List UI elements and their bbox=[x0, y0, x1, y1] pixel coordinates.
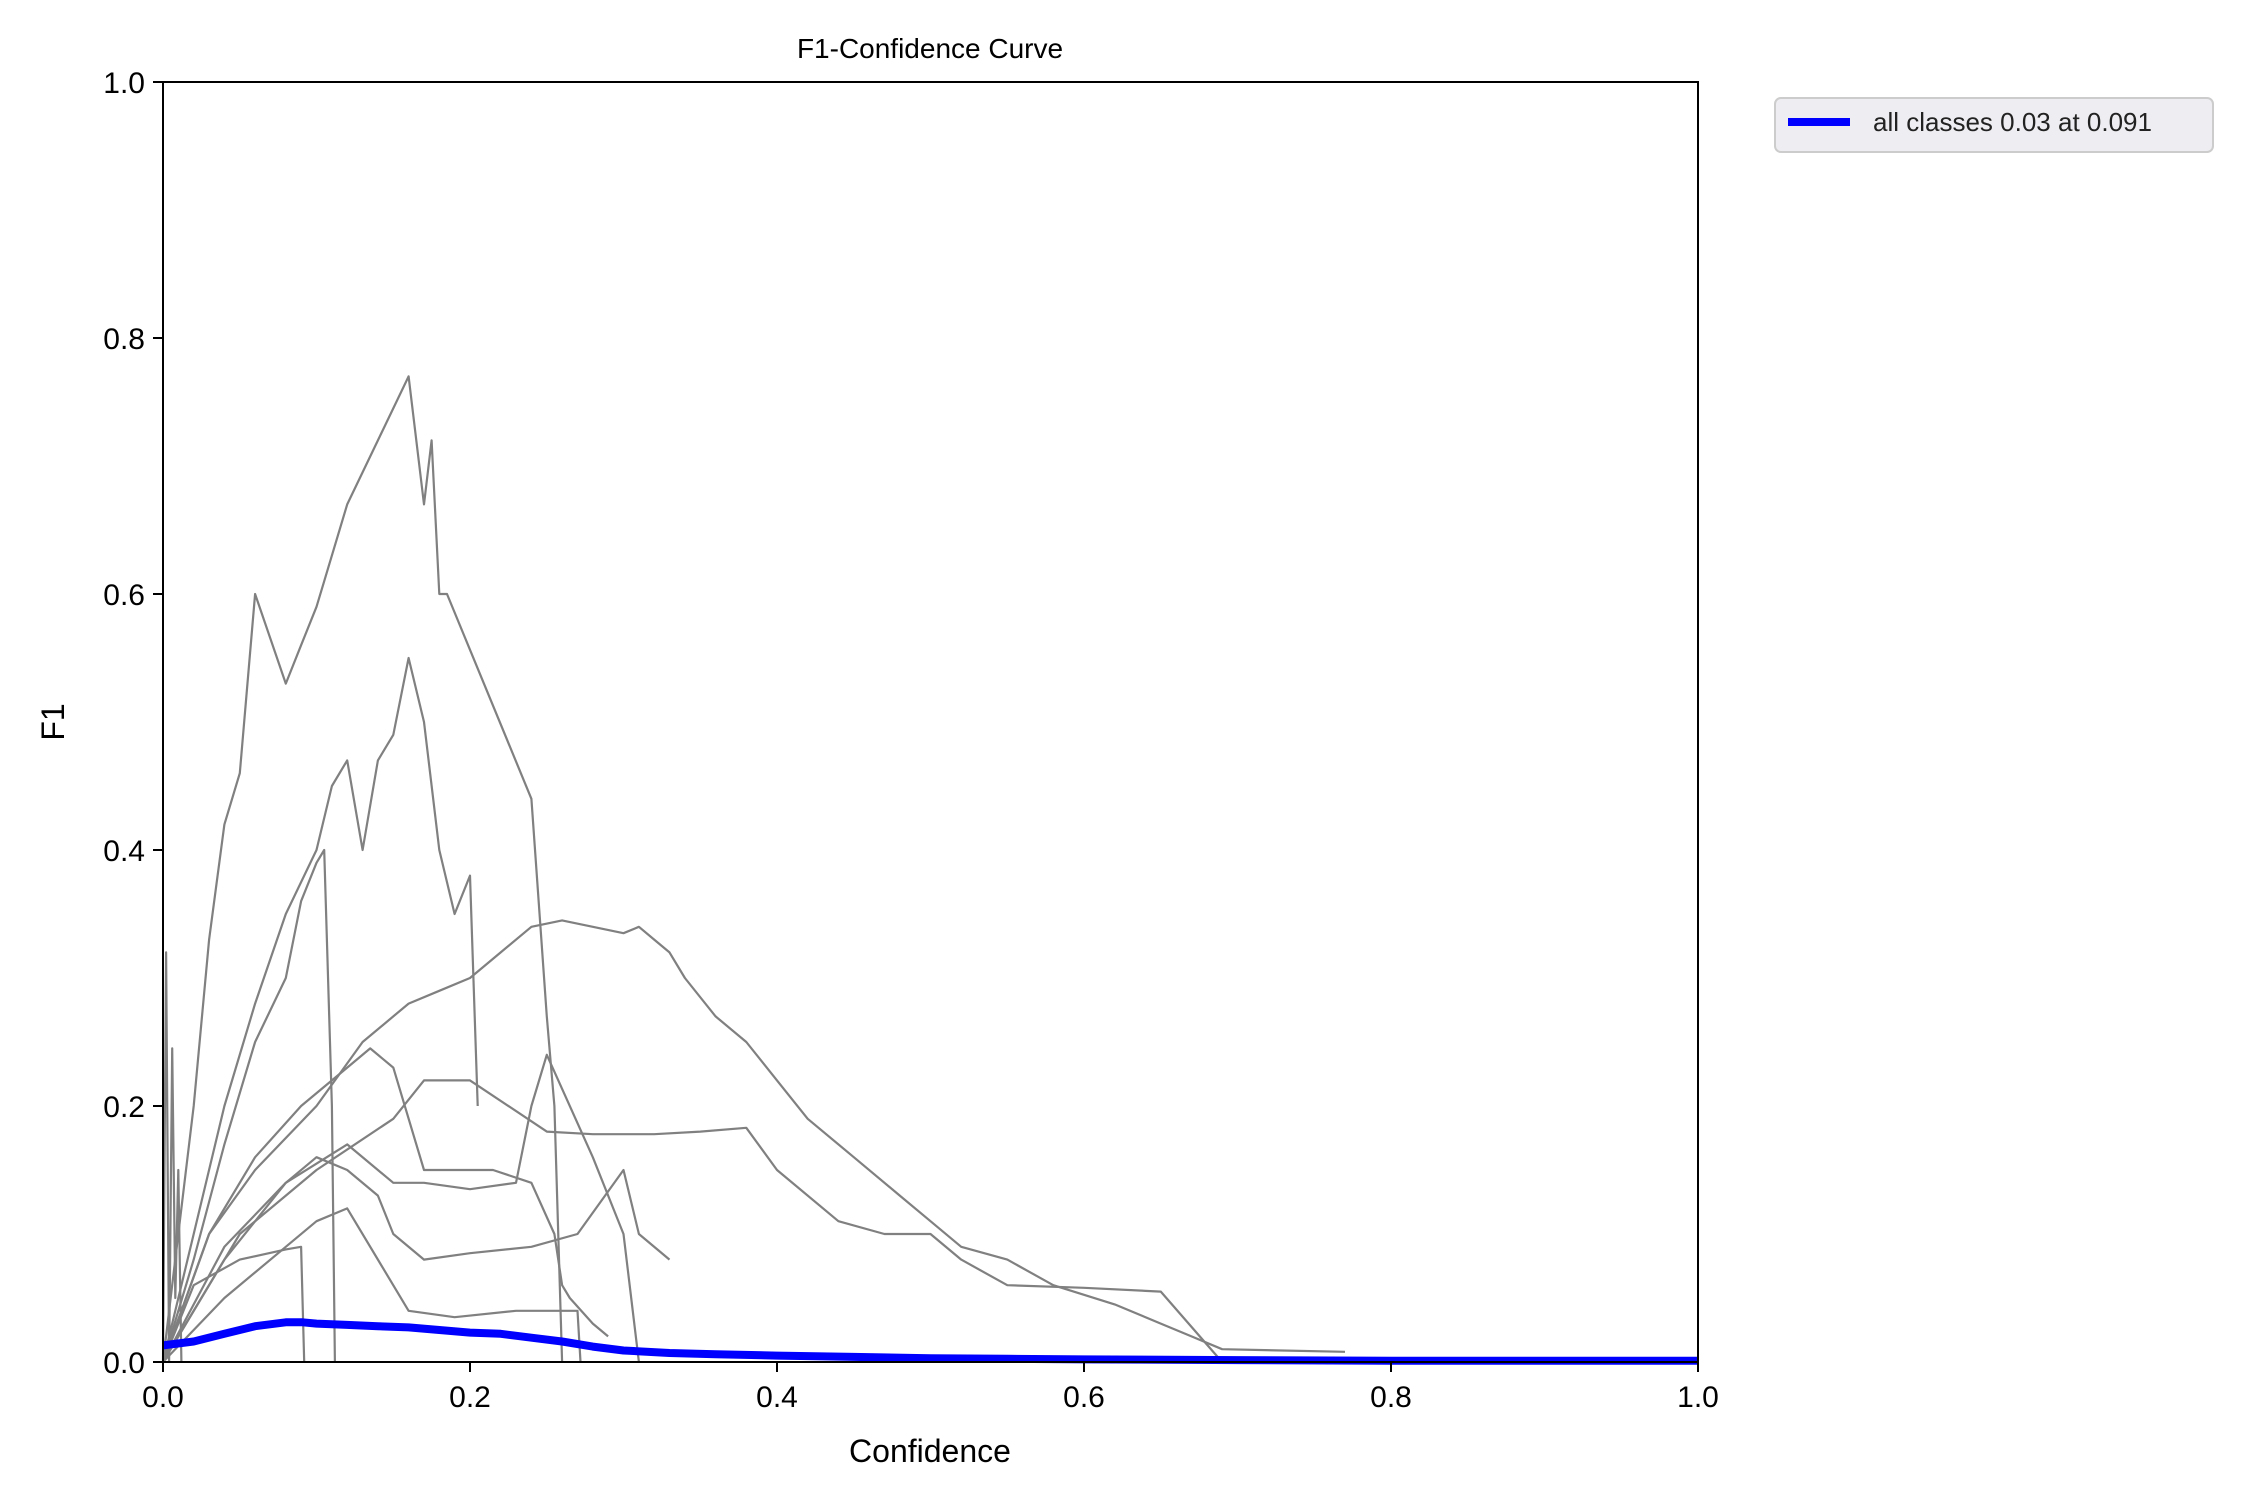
x-axis-ticks: 0.0 0.2 0.4 0.6 0.8 1.0 bbox=[142, 1362, 1719, 1414]
legend-box bbox=[1774, 97, 2214, 153]
y-tick-label: 0.8 bbox=[103, 323, 145, 356]
series-line-class-1 bbox=[161, 375, 564, 1363]
series-line-class-6 bbox=[162, 1079, 1223, 1363]
x-tick-label: 0.0 bbox=[142, 1381, 184, 1414]
plot-lines bbox=[161, 375, 1698, 1365]
y-tick-label: 0.4 bbox=[103, 835, 145, 868]
y-axis-ticks: 0.0 0.2 0.4 0.6 0.8 1.0 bbox=[103, 67, 163, 1380]
legend: all classes 0.03 at 0.091 bbox=[1774, 97, 2214, 153]
series-line-class-2 bbox=[161, 656, 479, 1363]
x-tick-label: 0.6 bbox=[1063, 1381, 1105, 1414]
series-line-class-9 bbox=[161, 1245, 306, 1363]
series-line-class-8 bbox=[162, 1156, 671, 1363]
plot-frame bbox=[162, 81, 1699, 1363]
legend-label-all-classes: all classes 0.03 at 0.091 bbox=[1873, 107, 2152, 137]
x-tick-label: 0.2 bbox=[449, 1381, 491, 1414]
chart-title: F1-Confidence Curve bbox=[797, 33, 1063, 64]
y-axis-label: F1 bbox=[35, 703, 71, 740]
y-tick-label: 1.0 bbox=[103, 67, 145, 100]
x-tick-label: 0.4 bbox=[756, 1381, 798, 1414]
y-tick-label: 0.6 bbox=[103, 579, 145, 612]
x-axis-label: Confidence bbox=[849, 1433, 1011, 1469]
y-tick-label: 0.2 bbox=[103, 1091, 145, 1124]
x-tick-label: 1.0 bbox=[1677, 1381, 1719, 1414]
series-line-class-3 bbox=[161, 848, 336, 1363]
series-line-class-11 bbox=[161, 951, 183, 1364]
series-line-class-4 bbox=[161, 919, 1346, 1363]
series-line-class-5 bbox=[161, 1047, 609, 1363]
x-tick-label: 0.8 bbox=[1370, 1381, 1412, 1414]
series-line-all-classes bbox=[162, 1318, 1698, 1365]
series-line-class-10 bbox=[162, 1207, 582, 1363]
y-tick-label: 0.0 bbox=[103, 1347, 145, 1380]
